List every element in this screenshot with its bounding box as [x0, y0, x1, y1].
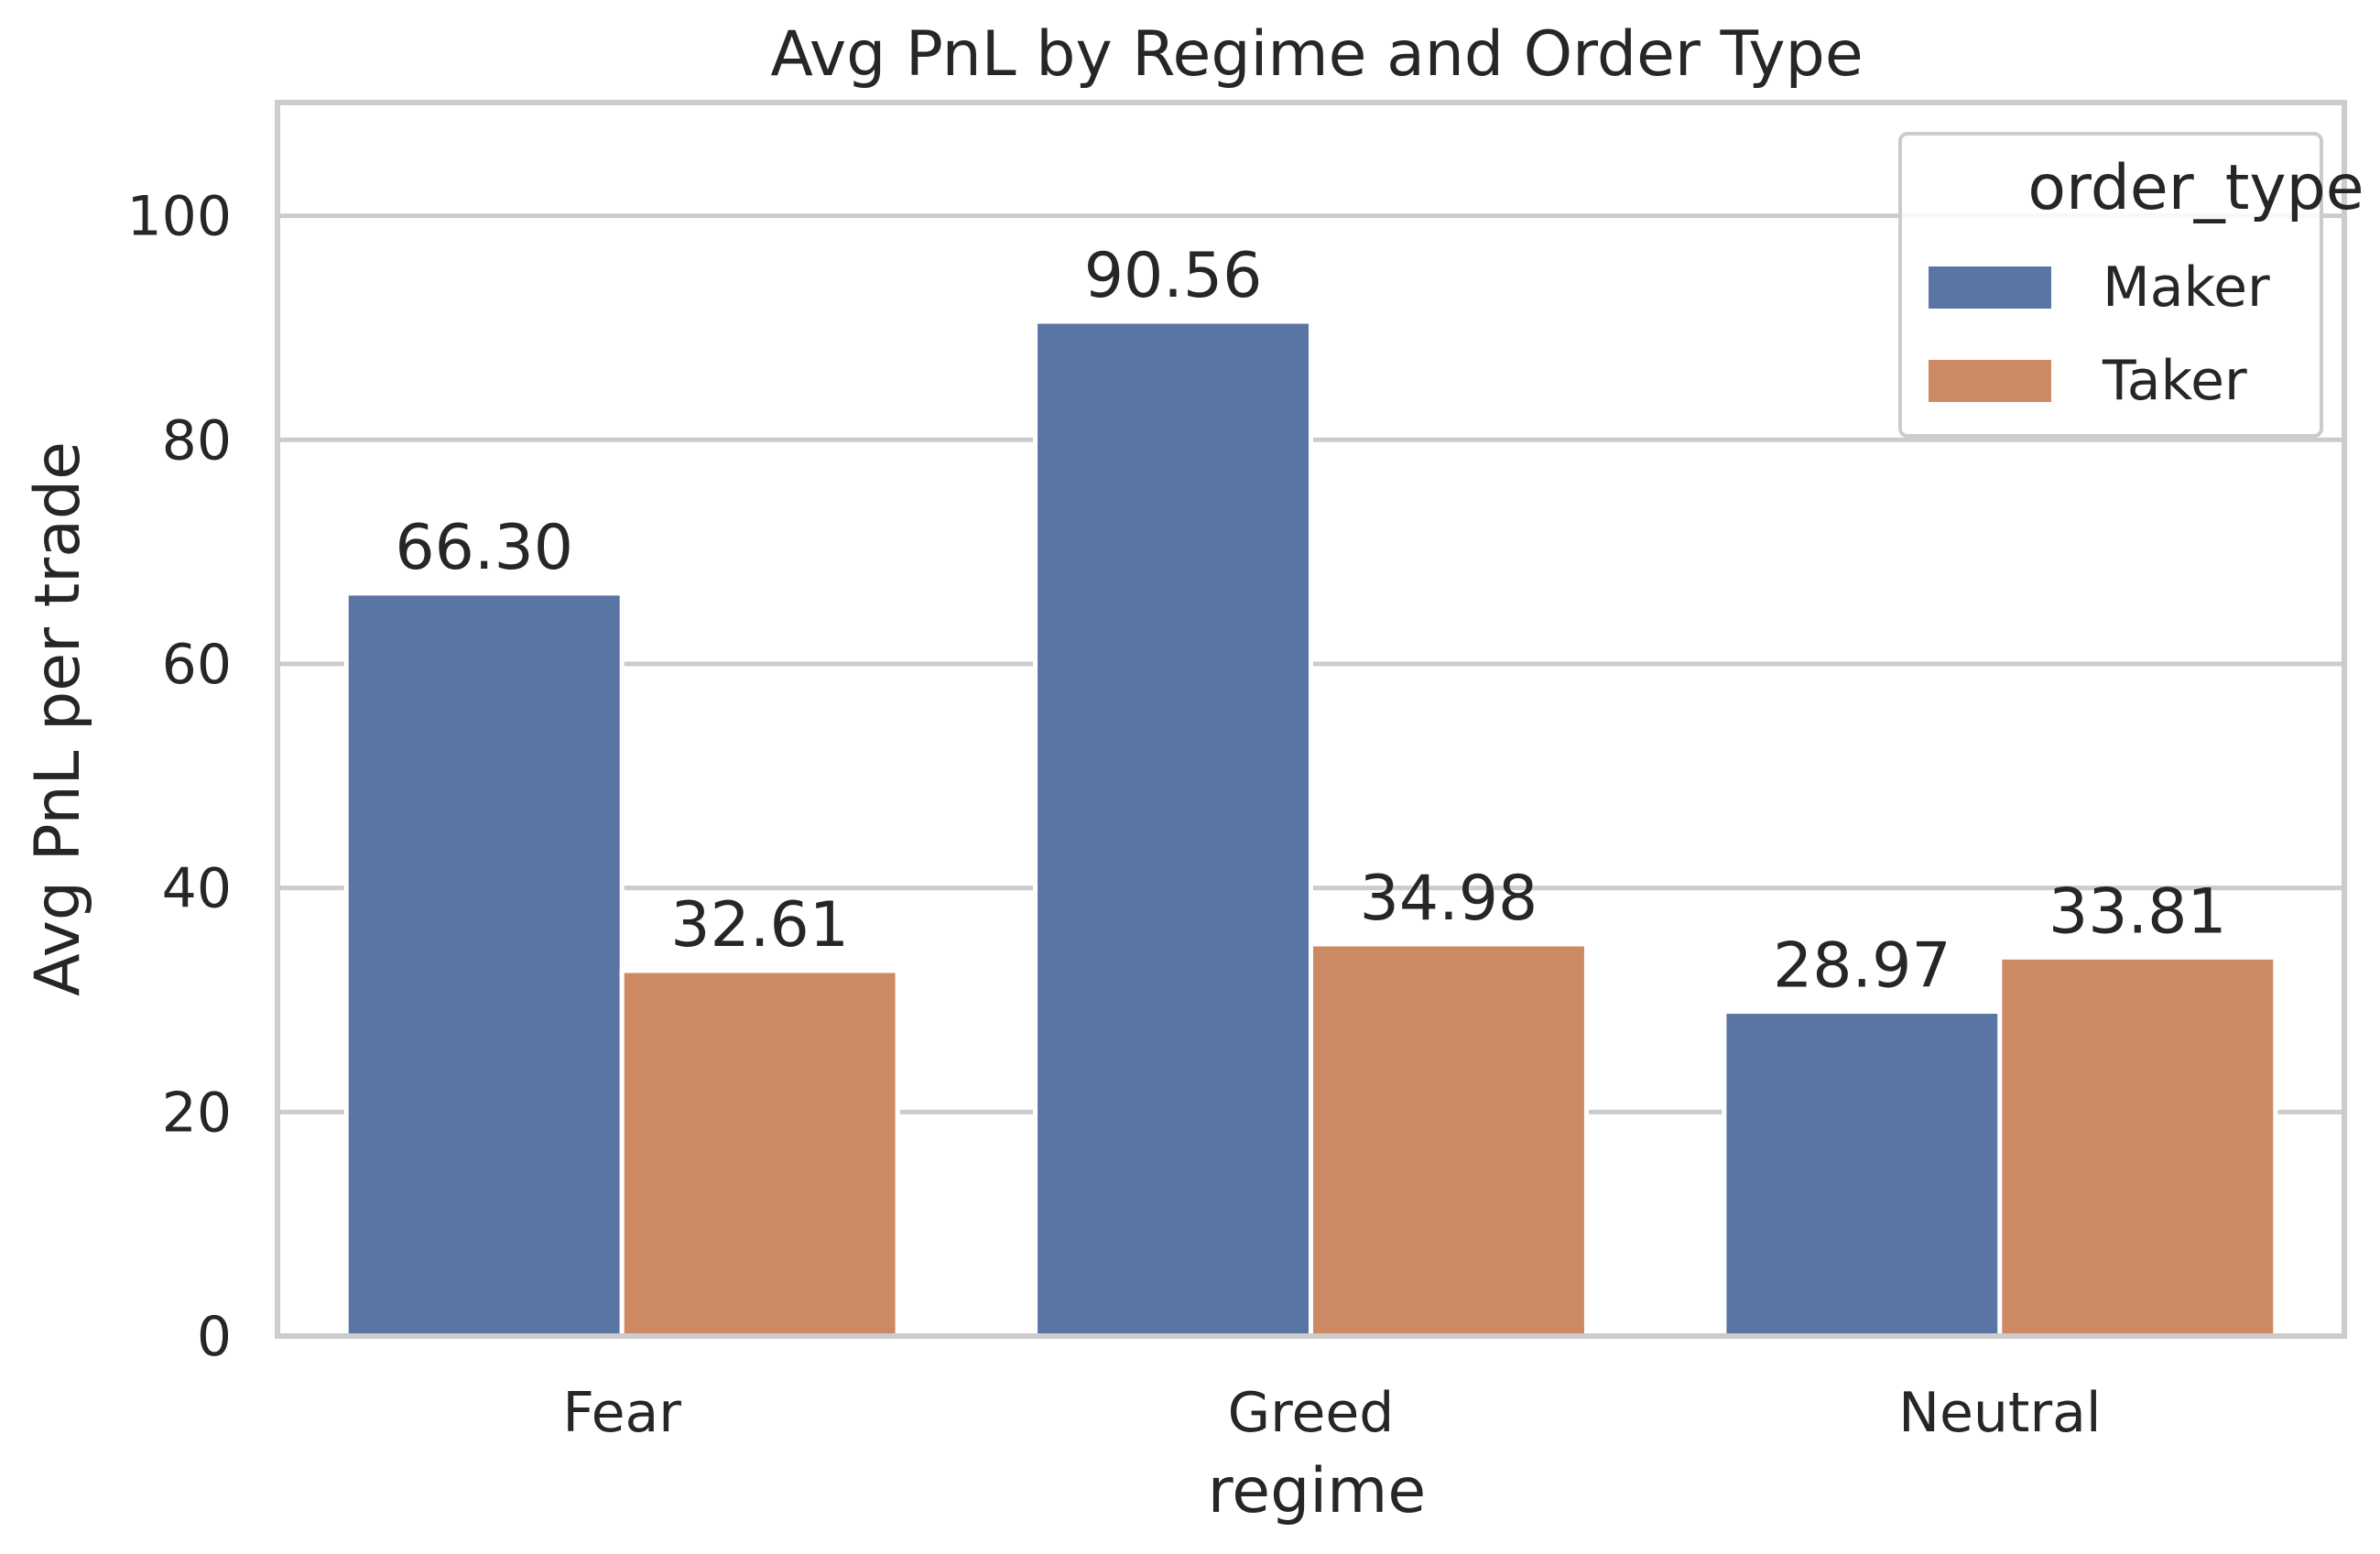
- bar-value-label-maker-neutral: 28.97: [1773, 930, 1951, 1003]
- x-tick-label-neutral: Neutral: [1898, 1381, 2101, 1445]
- bar-taker-fear: [619, 968, 900, 1339]
- y-tick-label: 60: [162, 633, 232, 697]
- x-axis-label: regime: [1208, 1455, 1426, 1527]
- legend-label-taker: Taker: [2102, 349, 2247, 413]
- bars: [343, 319, 2278, 1339]
- bar-value-label-maker-fear: 66.30: [395, 512, 573, 584]
- legend: order_type Maker Taker: [1898, 132, 2364, 438]
- y-axis-ticks: 0 20 40 60 80 100: [126, 185, 232, 1369]
- y-tick-label: 40: [162, 857, 232, 921]
- legend-title: order_type: [2027, 152, 2364, 224]
- y-tick-label: 80: [162, 408, 232, 473]
- y-tick-label: 20: [162, 1081, 232, 1145]
- bar-maker-fear: [343, 591, 625, 1339]
- chart-title: Avg PnL by Regime and Order Type: [770, 18, 1863, 91]
- x-axis-ticks: Fear Greed Neutral: [562, 1381, 2101, 1445]
- legend-swatch-maker: [1929, 266, 2051, 309]
- bar-taker-neutral: [1997, 954, 2278, 1339]
- bar-value-label-taker-neutral: 33.81: [2049, 875, 2227, 948]
- y-axis-label: Avg PnL per trade: [22, 441, 94, 996]
- bar-labels: 66.30 32.61 90.56 34.98 28.97 33.81: [395, 240, 2226, 1003]
- bar-value-label-taker-greed: 34.98: [1360, 863, 1538, 935]
- legend-swatch-taker: [1929, 360, 2051, 402]
- plot-frame: [275, 100, 2347, 1339]
- y-tick-label: 100: [126, 185, 232, 249]
- x-tick-label-greed: Greed: [1228, 1381, 1395, 1445]
- bar-maker-greed: [1033, 319, 1313, 1339]
- bar-value-label-maker-greed: 90.56: [1084, 240, 1263, 312]
- y-tick-label: 0: [197, 1305, 232, 1369]
- x-tick-label-fear: Fear: [562, 1381, 681, 1445]
- legend-label-maker: Maker: [2103, 255, 2270, 320]
- bar-value-label-taker-fear: 32.61: [670, 889, 849, 962]
- bar-taker-greed: [1309, 941, 1589, 1339]
- bar-maker-neutral: [1722, 1009, 2003, 1339]
